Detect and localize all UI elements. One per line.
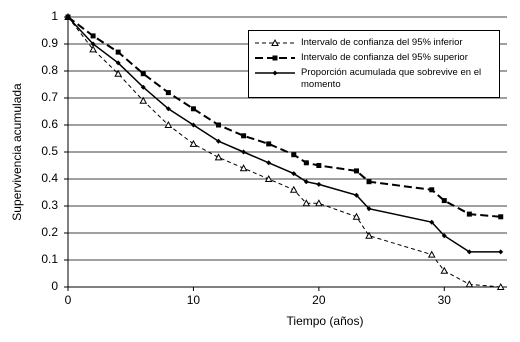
y-tick-label: 0.8 xyxy=(41,63,58,77)
marker xyxy=(90,41,96,47)
legend-entry: Intervalo de confianza del 95% inferior xyxy=(249,37,499,49)
marker xyxy=(140,84,146,90)
y-axis-label: Supervivencia acumulada xyxy=(10,83,24,221)
y-tick-label: 0.3 xyxy=(41,198,58,212)
marker xyxy=(303,179,309,185)
marker xyxy=(139,96,148,104)
y-tick-label: 0.4 xyxy=(41,171,58,185)
marker xyxy=(366,206,372,212)
x-axis-label: Tiempo (años) xyxy=(287,314,364,328)
marker xyxy=(239,164,248,172)
marker xyxy=(115,49,121,55)
y-tick-label: 0.5 xyxy=(41,144,58,158)
marker xyxy=(466,211,472,217)
marker xyxy=(190,106,196,112)
marker xyxy=(216,122,222,128)
y-tick-label: 0.1 xyxy=(41,252,58,266)
legend: Intervalo de confianza del 95% inferior I… xyxy=(248,30,500,98)
marker xyxy=(429,187,435,193)
marker xyxy=(366,179,372,185)
marker xyxy=(266,160,272,166)
marker xyxy=(164,120,173,128)
legend-swatch xyxy=(255,70,295,76)
y-tick-label: 0.2 xyxy=(41,225,58,239)
marker xyxy=(427,250,436,258)
marker xyxy=(291,152,297,158)
marker xyxy=(352,212,361,220)
marker xyxy=(429,219,435,225)
legend-label: Intervalo de confianza del 95% superior xyxy=(301,52,468,63)
series-line xyxy=(67,16,501,253)
marker xyxy=(241,149,247,155)
marker xyxy=(140,71,146,77)
marker xyxy=(441,198,447,204)
marker xyxy=(365,231,373,239)
marker xyxy=(289,185,298,193)
marker xyxy=(272,70,278,76)
marker xyxy=(316,163,322,168)
legend-entry: Intervalo de confianza del 95% superior xyxy=(249,52,499,64)
legend-swatch xyxy=(255,55,295,61)
marker xyxy=(315,199,323,207)
marker xyxy=(114,69,123,77)
marker xyxy=(353,168,359,174)
x-tick-label: 20 xyxy=(312,293,326,307)
marker xyxy=(303,160,309,166)
marker xyxy=(496,282,505,290)
marker xyxy=(498,214,504,220)
y-tick-label: 0.9 xyxy=(41,36,58,50)
marker xyxy=(353,192,359,198)
marker xyxy=(302,199,311,207)
marker xyxy=(271,38,279,46)
marker xyxy=(165,90,171,96)
legend-entry: Proporción acumulada que sobrevive en el… xyxy=(249,67,499,91)
marker xyxy=(214,153,223,161)
marker xyxy=(441,233,447,239)
marker xyxy=(90,33,96,39)
marker xyxy=(465,280,474,288)
marker xyxy=(272,55,278,61)
marker xyxy=(264,174,273,182)
x-tick-label: 0 xyxy=(65,293,72,307)
legend-label: Intervalo de confianza del 95% inferior xyxy=(301,37,463,48)
y-tick-label: 0.6 xyxy=(41,117,58,131)
x-tick-label: 10 xyxy=(187,293,201,307)
y-tick-label: 0.7 xyxy=(41,90,58,104)
marker xyxy=(189,139,198,147)
marker xyxy=(440,266,449,274)
marker xyxy=(316,181,322,187)
marker xyxy=(216,138,222,144)
marker xyxy=(498,249,504,255)
x-tick-label: 30 xyxy=(438,293,452,307)
legend-label: Proporción acumulada que sobrevive en el… xyxy=(301,67,482,90)
y-tick-label: 0 xyxy=(51,279,58,293)
marker xyxy=(266,141,272,147)
marker xyxy=(65,14,71,20)
marker xyxy=(165,106,171,112)
marker xyxy=(466,249,472,255)
series-line xyxy=(67,16,501,288)
marker xyxy=(190,122,196,128)
marker xyxy=(89,45,97,53)
y-tick-label: 1 xyxy=(51,9,58,23)
marker xyxy=(241,133,247,139)
legend-swatch xyxy=(255,38,295,46)
marker xyxy=(291,171,297,177)
marker xyxy=(115,60,121,66)
